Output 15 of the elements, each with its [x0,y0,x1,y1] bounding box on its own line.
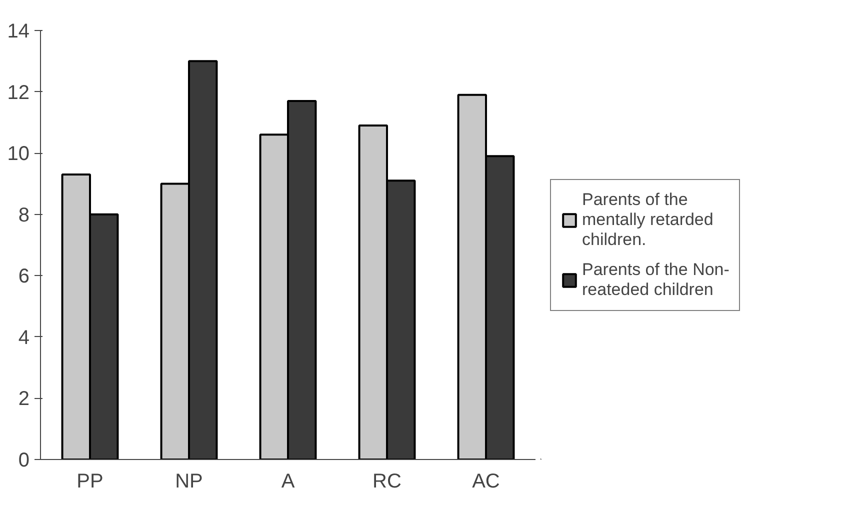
y-tick-label: 4 [18,326,30,349]
y-tick-label: 0 [18,450,30,472]
y-tick-label: 12 [7,82,30,104]
x-tick-label: A [281,470,296,492]
x-tick-label: NP [175,470,203,492]
y-tick-label: 14 [7,20,30,42]
y-tick-label: 10 [7,143,30,166]
y-tick-label: 6 [18,266,30,288]
legend-label: Parents of the Non-reateded children [582,260,730,300]
legend-label: Parents of the mentally retarded children. [582,190,714,250]
x-tick-label: RC [372,470,402,492]
y-tick-label: 8 [18,204,30,226]
x-tick-label: PP [76,470,104,492]
x-tick-label: AC [472,470,500,492]
y-tick-label: 2 [18,388,30,410]
